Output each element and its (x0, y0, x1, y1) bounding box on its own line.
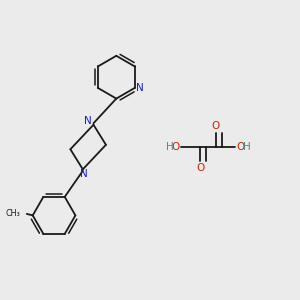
Text: N: N (84, 116, 92, 126)
Text: O: O (196, 163, 205, 173)
Text: CH₃: CH₃ (5, 209, 20, 218)
Text: H: H (166, 142, 174, 152)
Text: N: N (136, 82, 144, 93)
Text: H: H (243, 142, 250, 152)
Text: O: O (212, 121, 220, 131)
Text: O: O (172, 142, 180, 152)
Text: N: N (80, 169, 88, 179)
Text: O: O (236, 142, 244, 152)
